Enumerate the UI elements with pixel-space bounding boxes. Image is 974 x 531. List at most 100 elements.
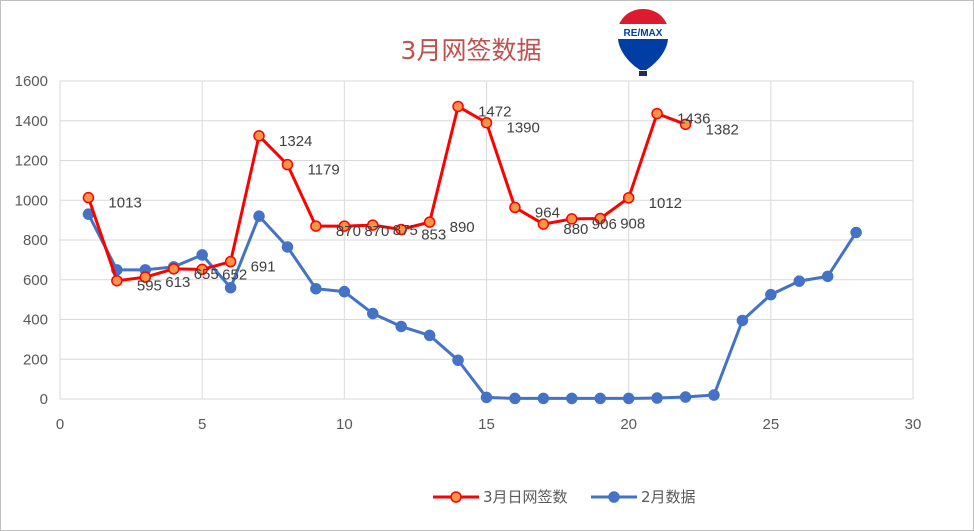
- series-point-1: [509, 392, 521, 405]
- series-point-0: [651, 107, 663, 120]
- data-label: 870: [336, 223, 361, 240]
- data-label: 1013: [108, 195, 141, 212]
- series-point-1: [310, 282, 322, 295]
- y-tick-label: 200: [23, 351, 48, 368]
- series-point-1: [395, 320, 407, 333]
- series-line-0: [87, 104, 687, 283]
- data-label: 613: [165, 274, 190, 291]
- x-tick-label: 30: [905, 416, 922, 433]
- data-label: 652: [222, 266, 247, 283]
- logo-text: RE/MAX: [624, 28, 663, 39]
- axis-ticks: 0 200 400 600 800 1000 1200 1400 1600 0 5 10 15 20 25 3…: [15, 73, 922, 433]
- series-point-0: [480, 116, 493, 129]
- data-label: 875: [393, 222, 418, 239]
- data-label: 1390: [507, 120, 540, 137]
- data-label: 1436: [677, 111, 710, 128]
- data-label: 595: [137, 278, 162, 295]
- data-label: 1012: [649, 195, 682, 212]
- series-layer: [82, 100, 862, 405]
- data-label: 1382: [706, 121, 739, 138]
- series-point-0: [452, 100, 464, 113]
- series-point-1: [793, 275, 806, 287]
- data-label: 906: [592, 216, 617, 233]
- balloon-basket: [639, 71, 647, 76]
- legend-marker-1: [608, 491, 620, 503]
- legend-marker-0: [450, 491, 462, 503]
- series-point-1: [850, 226, 862, 239]
- series-point-1: [708, 389, 720, 401]
- series-point-1: [480, 391, 493, 404]
- series-point-0: [139, 271, 152, 283]
- y-tick-label: 1200: [15, 153, 48, 170]
- series-point-1: [736, 314, 749, 327]
- data-label: 1324: [279, 133, 312, 150]
- series-point-0: [395, 223, 407, 236]
- x-tick-label: 0: [56, 416, 64, 433]
- data-label: 1472: [478, 103, 511, 120]
- series-point-0: [537, 218, 550, 230]
- data-label: 655: [194, 266, 219, 283]
- series-line-1: [87, 213, 858, 400]
- balloon-white-band: [617, 24, 669, 39]
- data-label: 870: [364, 223, 389, 240]
- series-point-1: [566, 392, 578, 405]
- series-point-0: [253, 130, 265, 142]
- y-tick-label: 1000: [15, 192, 48, 209]
- series-point-0: [566, 213, 578, 225]
- data-label: 853: [421, 226, 446, 243]
- data-label: 890: [450, 219, 475, 236]
- data-label: 691: [251, 259, 276, 276]
- balloon-blue-bottom: [618, 39, 668, 70]
- series-point-0: [594, 212, 606, 225]
- series-point-1: [423, 329, 436, 342]
- series-point-0: [679, 118, 692, 131]
- series-point-0: [82, 191, 95, 204]
- x-tick-label: 15: [478, 416, 495, 433]
- series-point-1: [679, 391, 692, 403]
- remax-balloon-logo: RE/MAX: [617, 9, 669, 76]
- y-tick-label: 400: [23, 312, 48, 329]
- series-point-0: [167, 263, 180, 275]
- x-tick-label: 20: [620, 416, 637, 433]
- x-tick-label: 5: [198, 416, 206, 433]
- y-tick-label: 1600: [15, 73, 48, 90]
- series-point-1: [224, 281, 237, 294]
- series-point-1: [537, 392, 550, 405]
- data-label: 908: [620, 216, 645, 233]
- y-tick-label: 0: [40, 391, 48, 408]
- series-point-0: [622, 192, 635, 204]
- legend-label-1: 2月数据: [641, 488, 696, 506]
- series-point-0: [111, 274, 123, 287]
- series-point-1: [651, 392, 663, 404]
- series-point-0: [338, 220, 351, 232]
- series-point-0: [310, 220, 322, 232]
- series-point-1: [622, 392, 635, 405]
- data-label: 964: [535, 204, 560, 221]
- grid: [59, 80, 914, 400]
- series-point-1: [765, 288, 777, 301]
- series-point-0: [509, 201, 521, 214]
- series-point-1: [281, 241, 294, 253]
- series-point-1: [452, 354, 464, 366]
- series-point-0: [423, 216, 436, 228]
- x-tick-label: 25: [762, 416, 779, 433]
- series-point-1: [821, 270, 834, 283]
- series-point-0: [281, 158, 294, 171]
- legend: 3月日网签数 2月数据: [433, 488, 696, 506]
- series-point-0: [367, 219, 379, 231]
- data-label: 1179: [307, 162, 339, 179]
- series-point-0: [196, 263, 208, 276]
- series-point-1: [196, 249, 208, 261]
- y-tick-label: 600: [23, 272, 48, 289]
- y-tick-label: 1400: [15, 113, 48, 130]
- x-tick-label: 10: [336, 416, 353, 433]
- series-point-1: [594, 392, 606, 405]
- y-tick-label: 800: [23, 232, 48, 249]
- legend-label-0: 3月日网签数: [483, 488, 568, 506]
- series-point-1: [367, 307, 379, 320]
- series-point-1: [338, 285, 351, 298]
- series-point-1: [253, 210, 265, 222]
